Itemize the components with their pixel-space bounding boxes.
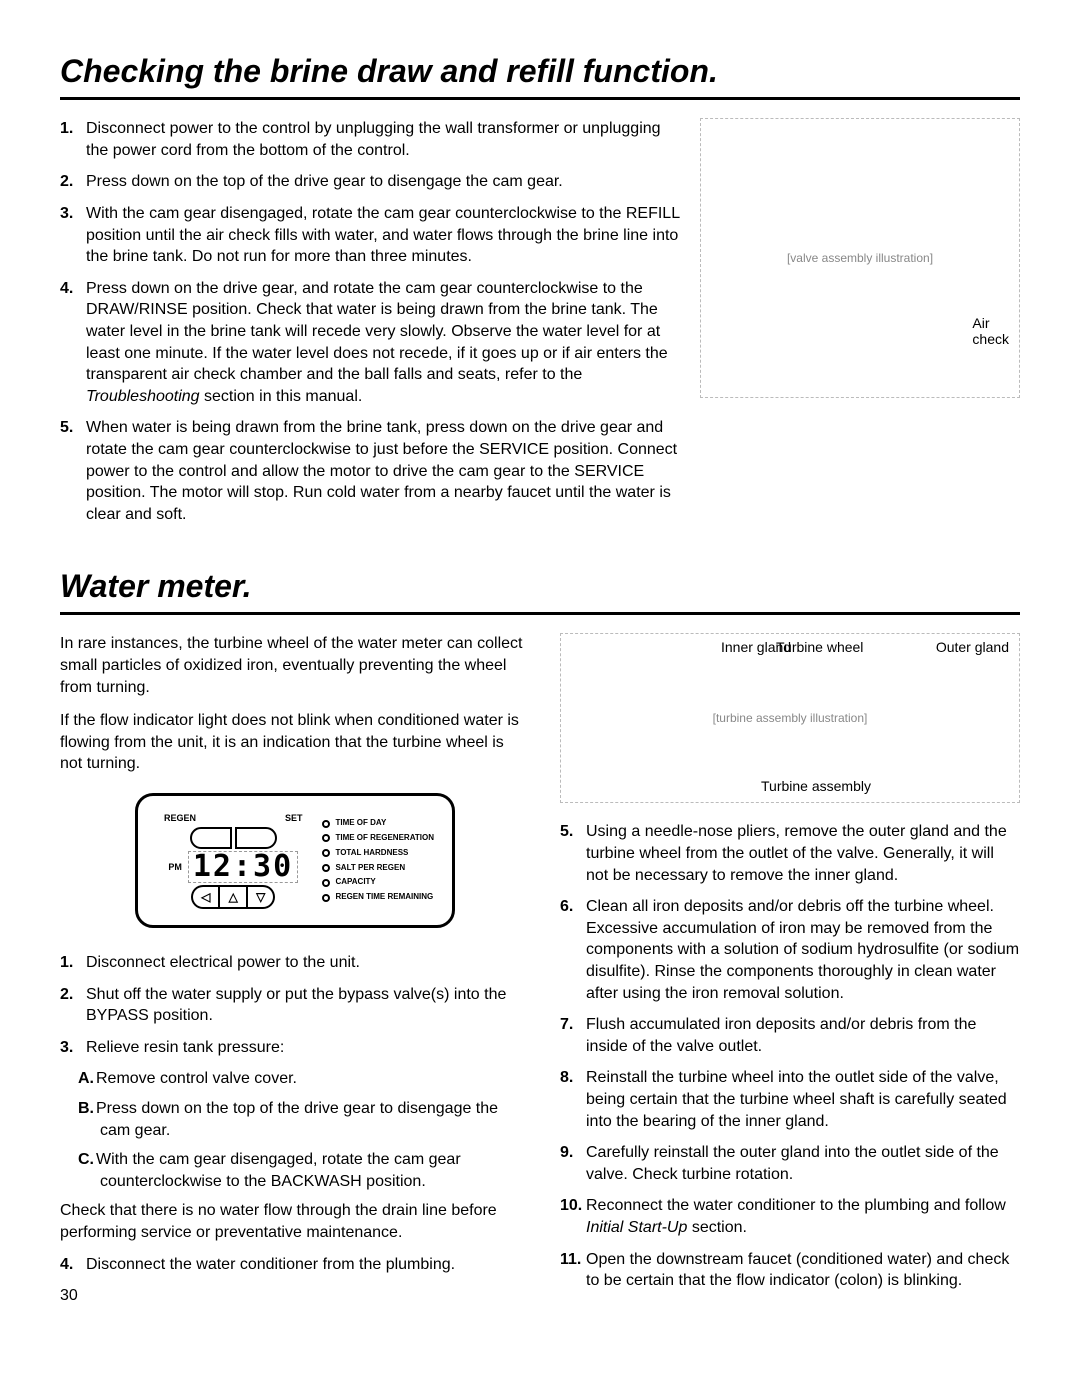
valve-assembly-illustration: [valve assembly illustration] Aircheck <box>700 118 1020 398</box>
air-check-label: Aircheck <box>972 316 1009 347</box>
water-step-8: 8.Reinstall the turbine wheel into the o… <box>560 1067 1020 1132</box>
water-step-10: 10.Reconnect the water conditioner to th… <box>560 1195 1020 1238</box>
regen-label: REGEN <box>164 812 196 824</box>
turbine-assembly-illustration: [turbine assembly illustration] Inner gl… <box>560 633 1020 803</box>
ws5: Using a needle-nose pliers, remove the o… <box>586 823 1007 883</box>
brine-step-4: 4.Press down on the drive gear, and rota… <box>60 278 680 408</box>
ind-1: TIME OF REGENERATION <box>335 833 434 844</box>
ws6: Clean all iron deposits and/or debris of… <box>586 898 1019 1001</box>
ind-2: TOTAL HARDNESS <box>335 848 408 859</box>
ind-0: TIME OF DAY <box>335 818 386 829</box>
ws2: Shut off the water supply or put the byp… <box>86 986 506 1025</box>
water-step-6: 6.Clean all iron deposits and/or debris … <box>560 896 1020 1004</box>
set-button <box>235 827 277 849</box>
turbine-assembly-label: Turbine assembly <box>761 779 871 794</box>
brine-step-1-text: Disconnect power to the control by unplu… <box>86 120 661 159</box>
brine-step-3-text: With the cam gear disengaged, rotate the… <box>86 205 680 265</box>
water-step-2: 2.Shut off the water supply or put the b… <box>60 984 530 1027</box>
brine-step-2-text: Press down on the top of the drive gear … <box>86 173 563 190</box>
brine-step-1: 1.Disconnect power to the control by unp… <box>60 118 680 161</box>
brine-steps: 1.Disconnect power to the control by unp… <box>60 118 680 535</box>
water-step-3c: C.With the cam gear disengaged, rotate t… <box>60 1149 530 1192</box>
water-right-column: [turbine assembly illustration] Inner gl… <box>560 633 1020 1306</box>
water-left-column: In rare instances, the turbine wheel of … <box>60 633 530 1306</box>
water-step-9: 9.Carefully reinstall the outer gland in… <box>560 1142 1020 1185</box>
down-arrow-button: ▽ <box>247 885 275 909</box>
water-step-3: 3.Relieve resin tank pressure: <box>60 1037 530 1059</box>
ws9: Carefully reinstall the outer gland into… <box>586 1144 999 1183</box>
ind-4: CAPACITY <box>335 877 375 888</box>
outer-gland-label: Outer gland <box>936 640 1009 655</box>
water-step-4: 4.Disconnect the water conditioner from … <box>60 1254 530 1276</box>
pm-indicator: PM <box>168 861 182 873</box>
indicator-list: TIME OF DAY TIME OF REGENERATION TOTAL H… <box>322 818 434 903</box>
ws3c: With the cam gear disengaged, rotate the… <box>96 1151 461 1190</box>
ws3a: Remove control valve cover. <box>96 1070 297 1087</box>
brine-section: 1.Disconnect power to the control by unp… <box>60 118 1020 535</box>
water-step-5: 5.Using a needle-nose pliers, remove the… <box>560 821 1020 886</box>
water-step-3b: B.Press down on the top of the drive gea… <box>60 1098 530 1141</box>
regen-button <box>190 827 232 849</box>
ws7: Flush accumulated iron deposits and/or d… <box>586 1016 976 1055</box>
ws4: Disconnect the water conditioner from th… <box>86 1256 455 1273</box>
section-title-water: Water meter. <box>60 565 1020 615</box>
water-intro-2: If the flow indicator light does not bli… <box>60 710 530 775</box>
control-panel-diagram: REGEN SET PM 12:30 ◁ △ ▽ <box>135 793 455 928</box>
left-arrow-button: ◁ <box>191 885 219 909</box>
ws11: Open the downstream faucet (conditioned … <box>586 1251 1009 1290</box>
water-section: In rare instances, the turbine wheel of … <box>60 633 1020 1306</box>
brine-figure: [valve assembly illustration] Aircheck <box>700 118 1020 535</box>
water-intro-1: In rare instances, the turbine wheel of … <box>60 633 530 698</box>
ws10: Reconnect the water conditioner to the p… <box>586 1197 1006 1236</box>
brine-step-3: 3.With the cam gear disengaged, rotate t… <box>60 203 680 268</box>
brine-step-5: 5.When water is being drawn from the bri… <box>60 417 680 525</box>
set-label: SET <box>285 812 303 824</box>
ws1: Disconnect electrical power to the unit. <box>86 954 360 971</box>
water-step-3a: A.Remove control valve cover. <box>60 1068 530 1090</box>
ws3b: Press down on the top of the drive gear … <box>96 1100 498 1139</box>
water-intro: In rare instances, the turbine wheel of … <box>60 633 530 775</box>
page-number: 30 <box>60 1285 530 1307</box>
section-title-brine: Checking the brine draw and refill funct… <box>60 50 1020 100</box>
ws8: Reinstall the turbine wheel into the out… <box>586 1069 1007 1129</box>
brine-step-4-text: Press down on the drive gear, and rotate… <box>86 280 668 405</box>
drain-note: Check that there is no water flow throug… <box>60 1200 530 1243</box>
ind-3: SALT PER REGEN <box>335 863 405 874</box>
ind-5: REGEN TIME REMAINING <box>335 892 433 903</box>
ws3: Relieve resin tank pressure: <box>86 1039 284 1056</box>
up-arrow-button: △ <box>219 885 247 909</box>
water-step-7: 7.Flush accumulated iron deposits and/or… <box>560 1014 1020 1057</box>
water-step-11: 11.Open the downstream faucet (condition… <box>560 1249 1020 1292</box>
water-step-1: 1.Disconnect electrical power to the uni… <box>60 952 530 974</box>
brine-step-5-text: When water is being drawn from the brine… <box>86 419 677 522</box>
brine-step-2: 2.Press down on the top of the drive gea… <box>60 171 680 193</box>
turbine-wheel-label: Turbine wheel <box>776 640 863 655</box>
lcd-time: 12:30 <box>188 851 298 883</box>
